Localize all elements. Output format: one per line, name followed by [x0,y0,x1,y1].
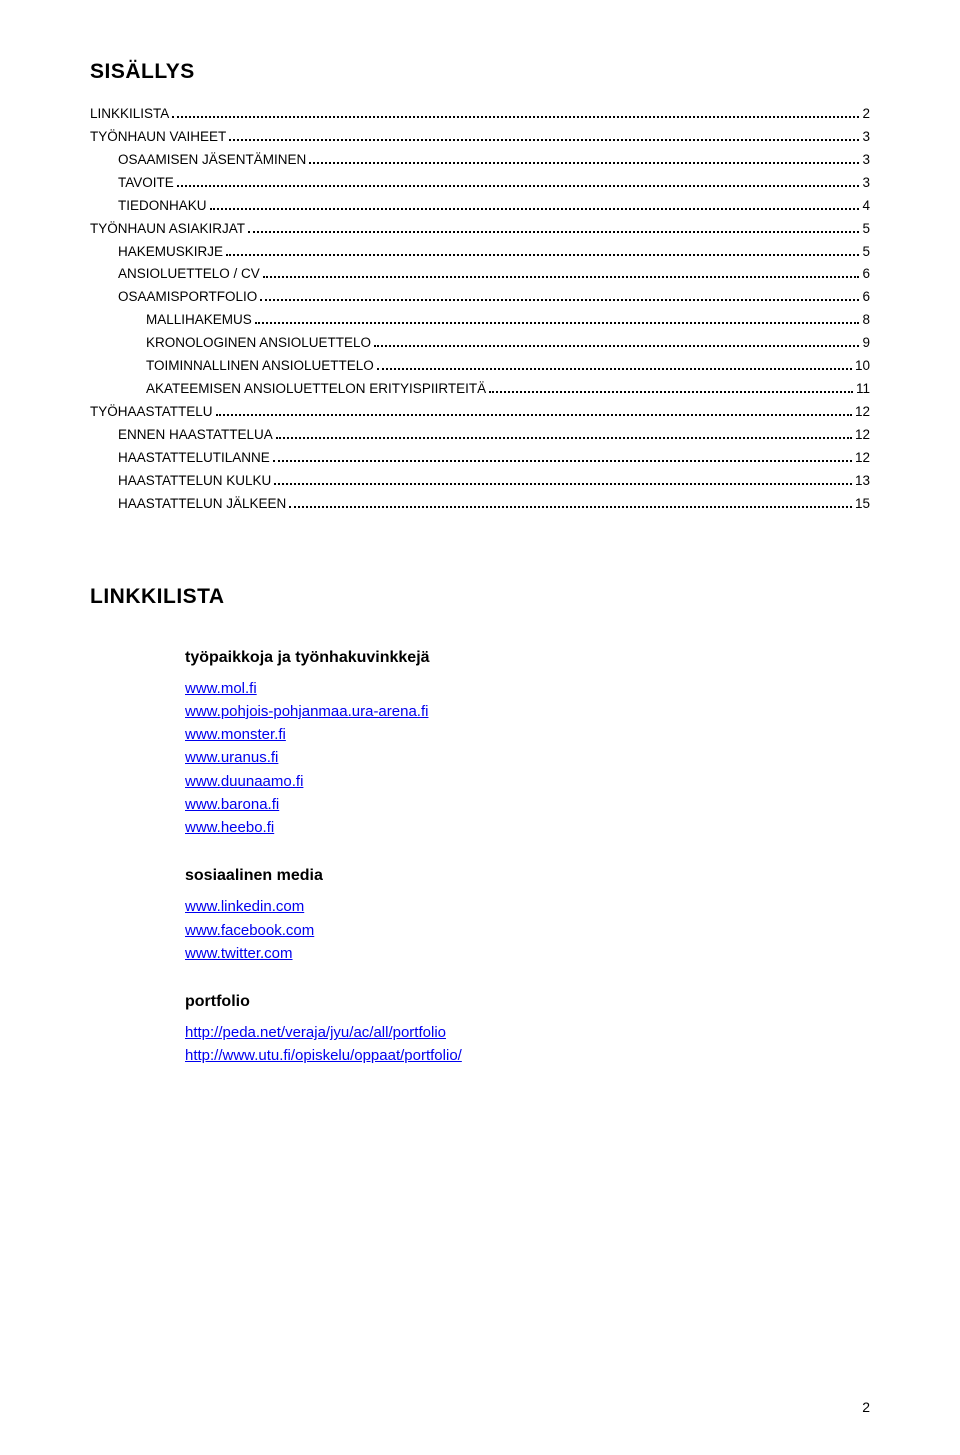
external-link[interactable]: www.barona.fi [185,793,870,816]
toc-leader-dots [260,299,859,301]
toc-page-number: 12 [855,448,870,469]
toc-leader-dots [229,139,859,141]
link-group-heading: portfolio [185,993,870,1011]
toc-label: HAKEMUSKIRJE [118,242,223,263]
toc-entry[interactable]: TYÖNHAUN ASIAKIRJAT 5 [90,219,870,240]
toc-label: OSAAMISPORTFOLIO [118,287,257,308]
external-link[interactable]: www.linkedin.com [185,895,870,918]
toc-page-number: 3 [862,150,870,171]
toc-entry[interactable]: HAASTATTELUN JÄLKEEN 15 [90,494,870,515]
toc-entry[interactable]: LINKKILISTA 2 [90,104,870,125]
document-page: SISÄLLYS LINKKILISTA2TYÖNHAUN VAIHEET3OS… [0,0,960,1455]
toc-page-number: 9 [862,333,870,354]
toc-page-number: 15 [855,494,870,515]
toc-entry[interactable]: KRONOLOGINEN ANSIOLUETTELO 9 [90,333,870,354]
toc-page-number: 6 [862,264,870,285]
table-of-contents: LINKKILISTA2TYÖNHAUN VAIHEET3OSAAMISEN J… [90,104,870,515]
toc-page-number: 12 [855,402,870,423]
toc-leader-dots [255,322,860,324]
toc-label: HAASTATTELUN KULKU [118,471,271,492]
toc-label: LINKKILISTA [90,104,169,125]
toc-page-number: 8 [862,310,870,331]
link-groups: työpaikkoja ja työnhakuvinkkejä www.mol.f… [185,649,870,1068]
toc-page-number: 11 [856,379,870,400]
toc-entry[interactable]: HAASTATTELUTILANNE 12 [90,448,870,469]
section-heading-linkkilista: LINKKILISTA [90,585,870,609]
toc-entry[interactable]: MALLIHAKEMUS 8 [90,310,870,331]
toc-page-number: 13 [855,471,870,492]
toc-label: MALLIHAKEMUS [146,310,252,331]
toc-label: TIEDONHAKU [118,196,207,217]
toc-entry[interactable]: ANSIOLUETTELO / CV 6 [90,264,870,285]
toc-leader-dots [374,345,859,347]
toc-entry[interactable]: HAKEMUSKIRJE 5 [90,242,870,263]
toc-entry[interactable]: OSAAMISEN JÄSENTÄMINEN 3 [90,150,870,171]
page-number: 2 [862,1399,870,1415]
toc-entry[interactable]: TAVOITE 3 [90,173,870,194]
external-link[interactable]: www.monster.fi [185,723,870,746]
toc-leader-dots [172,116,859,118]
external-link[interactable]: www.heebo.fi [185,816,870,839]
link-list: www.linkedin.comwww.facebook.comwww.twit… [185,895,870,965]
toc-leader-dots [248,231,859,233]
toc-label: TYÖHAASTATTELU [90,402,213,423]
link-group-heading: työpaikkoja ja työnhakuvinkkejä [185,649,870,667]
toc-page-number: 5 [862,242,870,263]
toc-entry[interactable]: TIEDONHAKU 4 [90,196,870,217]
external-link[interactable]: http://peda.net/veraja/jyu/ac/all/portfo… [185,1021,870,1044]
toc-page-number: 6 [862,287,870,308]
toc-leader-dots [177,185,860,187]
toc-page-number: 2 [862,104,870,125]
external-link[interactable]: www.facebook.com [185,919,870,942]
toc-label: HAASTATTELUN JÄLKEEN [118,494,286,515]
toc-page-number: 4 [862,196,870,217]
toc-leader-dots [210,208,860,210]
toc-label: TOIMINNALLINEN ANSIOLUETTELO [146,356,374,377]
external-link[interactable]: www.mol.fi [185,677,870,700]
toc-entry[interactable]: HAASTATTELUN KULKU 13 [90,471,870,492]
toc-page-number: 3 [862,173,870,194]
external-link[interactable]: http://www.utu.fi/opiskelu/oppaat/portfo… [185,1044,870,1067]
toc-entry[interactable]: TYÖNHAUN VAIHEET 3 [90,127,870,148]
toc-leader-dots [216,414,852,416]
link-list: www.mol.fiwww.pohjois-pohjanmaa.ura-aren… [185,677,870,840]
toc-leader-dots [273,460,852,462]
toc-page-number: 12 [855,425,870,446]
toc-label: TAVOITE [118,173,174,194]
toc-entry[interactable]: TOIMINNALLINEN ANSIOLUETTELO 10 [90,356,870,377]
toc-leader-dots [226,254,859,256]
toc-leader-dots [276,437,852,439]
link-list: http://peda.net/veraja/jyu/ac/all/portfo… [185,1021,870,1068]
toc-page-number: 5 [862,219,870,240]
toc-leader-dots [489,391,853,393]
toc-label: AKATEEMISEN ANSIOLUETTELON ERITYISPIIRTE… [146,379,486,400]
toc-leader-dots [274,483,852,485]
toc-label: TYÖNHAUN VAIHEET [90,127,226,148]
toc-leader-dots [377,368,852,370]
toc-entry[interactable]: ENNEN HAASTATTELUA 12 [90,425,870,446]
page-title: SISÄLLYS [90,60,870,84]
toc-entry[interactable]: OSAAMISPORTFOLIO 6 [90,287,870,308]
toc-leader-dots [289,506,852,508]
toc-label: OSAAMISEN JÄSENTÄMINEN [118,150,306,171]
external-link[interactable]: www.pohjois-pohjanmaa.ura-arena.fi [185,700,870,723]
toc-label: TYÖNHAUN ASIAKIRJAT [90,219,245,240]
toc-leader-dots [309,162,859,164]
toc-entry[interactable]: AKATEEMISEN ANSIOLUETTELON ERITYISPIIRTE… [90,379,870,400]
external-link[interactable]: www.duunaamo.fi [185,770,870,793]
toc-page-number: 10 [855,356,870,377]
toc-label: ANSIOLUETTELO / CV [118,264,260,285]
link-group-heading: sosiaalinen media [185,867,870,885]
toc-label: KRONOLOGINEN ANSIOLUETTELO [146,333,371,354]
toc-page-number: 3 [862,127,870,148]
toc-entry[interactable]: TYÖHAASTATTELU 12 [90,402,870,423]
toc-label: ENNEN HAASTATTELUA [118,425,273,446]
toc-leader-dots [263,276,860,278]
external-link[interactable]: www.uranus.fi [185,746,870,769]
external-link[interactable]: www.twitter.com [185,942,870,965]
toc-label: HAASTATTELUTILANNE [118,448,270,469]
